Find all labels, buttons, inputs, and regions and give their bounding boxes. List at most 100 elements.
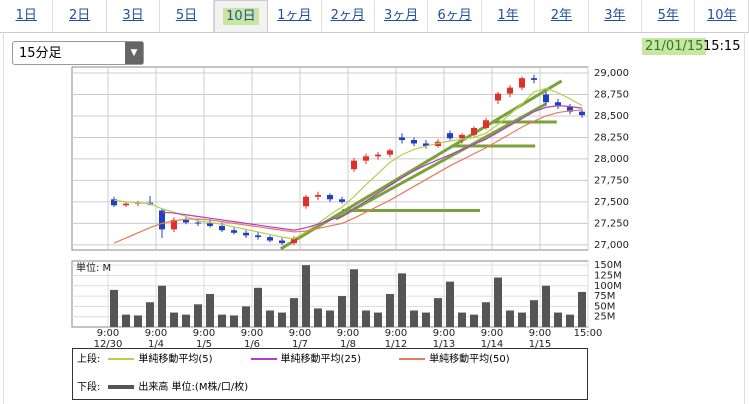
tab[interactable]: 2日 [53, 0, 107, 32]
tab-label[interactable]: 10日 [223, 8, 259, 25]
candle-body [579, 111, 585, 116]
candle-body [159, 210, 165, 230]
candle-body [255, 235, 261, 238]
tab-label[interactable]: 1年 [497, 8, 519, 23]
dropdown-arrow[interactable]: ▼ [125, 42, 143, 64]
legend-lower: 下段: 出来高 単位:(M株/口/枚) [77, 381, 248, 395]
candle-body [183, 219, 189, 223]
legend-text: 単純移動平均(25) [280, 354, 362, 365]
legend: 上段: 単純移動平均(5) 単純移動平均(25) 単純移動平均(50) 下段: 出来高 … [72, 348, 588, 400]
candle-body [111, 199, 117, 206]
volume-bar [182, 314, 190, 327]
tab-label[interactable]: 2年 [550, 8, 573, 23]
volume-bar [338, 296, 346, 327]
x-tick-date: 1/14 [481, 339, 503, 350]
tab[interactable]: 2年 [535, 0, 589, 32]
x-tick-label: 9:00 [529, 328, 551, 339]
x-tick-label: 9:00 [193, 328, 215, 339]
volume-bar [326, 310, 334, 327]
volume-bar [434, 298, 442, 327]
tab[interactable]: 1年 [482, 0, 536, 32]
volume-bar [578, 291, 586, 327]
legend-label: 下段: [77, 382, 101, 393]
y-tick-label: 75M [594, 291, 615, 302]
tab[interactable]: 3年 [589, 0, 643, 32]
candle-body [207, 223, 213, 226]
volume-bar [410, 310, 418, 327]
candle-body [531, 78, 537, 80]
tab[interactable]: 10日 [213, 0, 269, 32]
tab[interactable]: 3ヶ月 [375, 0, 429, 32]
candle-body [279, 240, 285, 244]
candle-body [267, 237, 273, 241]
candle-body [363, 156, 369, 161]
legend-item: 単純移動平均(50) [391, 353, 510, 367]
tab-label[interactable]: 10年 [706, 8, 737, 23]
tab[interactable]: 2ヶ月 [322, 0, 375, 32]
y-tick-label: 27,500 [594, 197, 629, 208]
volume-bar [398, 273, 406, 327]
tab-label[interactable]: 3ヶ月 [384, 8, 419, 23]
tab[interactable]: 1日 [0, 0, 54, 32]
legend-item: 単純移動平均(25) [243, 353, 362, 367]
tab[interactable]: 5年 [642, 0, 696, 32]
tab[interactable]: 5日 [160, 0, 214, 32]
time: 15:15 [703, 39, 741, 54]
y-tick-label: 29,000 [594, 68, 629, 79]
tab-label[interactable]: 5年 [657, 8, 679, 23]
x-tick-date: 1/5 [196, 339, 212, 350]
volume-bar [230, 315, 238, 327]
volume-bar [146, 302, 154, 327]
volume-bar [422, 312, 430, 327]
interval-text: 15分足 [19, 46, 62, 61]
tab-label[interactable]: 3日 [122, 8, 144, 23]
volume-unit: 単位: M [76, 261, 111, 274]
tab-label[interactable]: 6ヶ月 [437, 8, 472, 23]
volume-bar [254, 287, 262, 327]
x-tick-label: 9:00 [289, 328, 311, 339]
y-tick-label: 150M [594, 260, 622, 271]
candle-body [459, 134, 465, 139]
x-tick-date: 1/8 [340, 339, 356, 350]
tab[interactable]: 6ヶ月 [428, 0, 482, 32]
candle-body [303, 196, 309, 207]
y-tick-label: 27,000 [594, 240, 629, 251]
tab-label[interactable]: 2日 [68, 8, 91, 23]
legend-label: 上段: [77, 354, 101, 365]
x-tick-label: 9:00 [385, 328, 407, 339]
y-tick-label: 28,250 [594, 132, 629, 143]
x-tick-label: 9:00 [481, 328, 503, 339]
tab[interactable]: 10年 [695, 0, 749, 32]
candle-body [555, 102, 561, 107]
legend-swatch [399, 358, 426, 360]
interval-select[interactable]: 15分足 ▼ [12, 41, 144, 65]
y-tick-label: 28,500 [594, 111, 629, 122]
chart-panel [3, 32, 745, 404]
candle-body [219, 225, 225, 231]
candle-body [495, 93, 501, 101]
y-tick-label: 27,750 [594, 175, 629, 186]
x-tick-label: 15:00 [574, 328, 603, 339]
volume-bar [266, 310, 274, 327]
tab-label[interactable]: 1日 [15, 8, 37, 23]
candle-body [519, 78, 525, 88]
volume-bar [530, 300, 538, 327]
tab[interactable]: 3日 [107, 0, 161, 32]
candle-body [387, 150, 393, 155]
volume-bar [446, 281, 454, 327]
volume-bar [386, 294, 394, 327]
tab[interactable]: 1ヶ月 [268, 0, 322, 32]
tab-label[interactable]: 5日 [175, 8, 198, 23]
candle-body [231, 230, 237, 233]
candle-body [243, 232, 249, 236]
y-tick-label: 100M [594, 281, 622, 292]
tab-label[interactable]: 2ヶ月 [330, 8, 365, 23]
candle-body [411, 140, 417, 144]
legend-text: 出来高 単位:(M株/口/枚) [138, 382, 249, 393]
volume-bar [362, 310, 370, 327]
candle-body [507, 87, 513, 94]
tab-label[interactable]: 1ヶ月 [277, 8, 312, 23]
tab-label[interactable]: 3年 [604, 8, 626, 23]
x-tick-date: 1/15 [529, 339, 551, 350]
legend-swatch [108, 385, 135, 389]
